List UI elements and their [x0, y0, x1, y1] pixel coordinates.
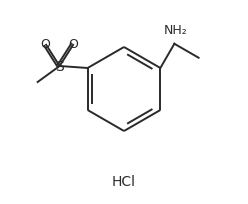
Text: O: O [41, 38, 51, 51]
Text: S: S [55, 60, 64, 74]
Text: O: O [69, 38, 79, 51]
Text: HCl: HCl [112, 174, 136, 188]
Text: NH₂: NH₂ [163, 24, 187, 37]
